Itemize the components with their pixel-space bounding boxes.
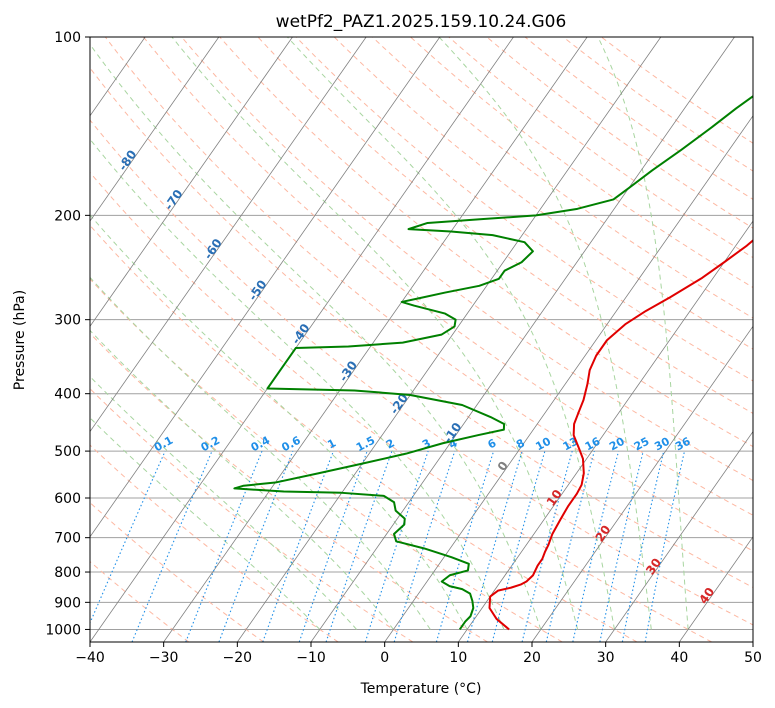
skewed-isotherm [458,220,753,642]
mixing-ratio-line [364,450,429,642]
mixing-ratio-line [545,450,595,642]
mixing-ratio-line [393,450,456,642]
y-tick-label: 700 [54,531,81,547]
mixing-ratio-line [599,450,644,642]
x-tick-label: 30 [597,650,615,666]
x-tick-label: 40 [670,650,688,666]
dry-adiabat [295,37,753,382]
mixing-ratio-line [466,450,523,642]
skewed-isotherm [310,37,735,642]
mixing-ratio-label: 25 [632,435,652,454]
x-tick-label: −10 [296,650,326,666]
pressure-gridlines [90,37,753,630]
skewed-isotherm [531,325,753,642]
skewed-isotherm [679,536,753,642]
mixing-ratio-line [90,450,166,625]
x-axis-ticks: −40 −30 −20 −10 0 10 20 30 40 50 [75,642,762,666]
moist-adiabat [597,37,689,630]
mixing-ratio-line [131,450,213,642]
plot-frame [89,36,754,643]
moist-adiabat [90,375,357,630]
y-tick-label: 500 [54,444,81,460]
mixing-ratio-line [491,450,546,642]
x-tick-label: −20 [223,650,253,666]
y-axis-ticks: 100 200 300 400 500 600 700 800 900 1000 [45,30,90,638]
x-tick-label: 0 [380,650,389,666]
skewed-isotherm [384,115,753,642]
dry-adiabat [90,67,753,588]
moist-adiabat [286,37,615,630]
mixing-ratio-label: 30 [652,435,672,454]
y-tick-label: 200 [54,208,81,224]
dry-adiabat [90,332,488,642]
y-tick-label: 300 [54,313,81,329]
dry-adiabat [90,278,563,642]
mixing-ratio-line [435,450,495,642]
x-tick-label: −40 [75,650,105,666]
dry-adiabat [257,37,753,414]
skewed-isotherm [90,37,367,433]
mixing-ratio-line [262,450,334,642]
y-axis-label: Pressure (hPa) [12,290,28,390]
mixing-ratio-label: 10 [533,435,553,454]
skewed-isotherm [90,37,293,327]
x-tick-label: 50 [744,650,762,666]
dewpoint-profile-line [233,94,753,631]
mixing-ratio-label: 16 [583,435,603,454]
skewed-isotherms [90,37,753,642]
moist-adiabat [171,37,579,630]
dry-adiabat [410,37,753,289]
chart-title: wetPf2_PAZ1.2025.159.10.24.G06 [276,12,567,32]
skewed-isotherm [163,37,588,642]
y-tick-label: 100 [54,30,81,46]
moist-adiabat [90,214,468,630]
mixing-ratio-label: 20 [607,435,627,454]
moist-adiabat [438,37,652,630]
mixing-ratio-line [521,450,573,642]
mixing-ratio-labels: 0.1 0.2 0.4 0.6 1 1.5 2 3 4 6 8 10 13 16 20 25 30 36 [152,434,693,455]
y-tick-label: 1000 [45,622,81,638]
temperature-profile-line [488,239,753,631]
moist-adiabats [90,37,689,630]
mixing-ratio-line [218,450,294,642]
dry-adiabat [90,119,753,626]
skewed-isotherm [237,37,662,642]
dry-adiabat [90,501,264,642]
moist-adiabat [90,329,394,630]
skewed-isotherm [605,430,753,642]
x-tick-label: 20 [523,650,541,666]
dry-adiabat [333,37,753,350]
mixing-ratio-label: 36 [673,435,693,454]
x-tick-label: −30 [149,650,179,666]
x-tick-label: 10 [449,650,467,666]
y-tick-label: 600 [54,491,81,507]
mixing-ratio-line [185,450,263,642]
moist-adiabat [90,138,505,630]
y-tick-label: 400 [54,387,81,403]
mixing-ratio-line [572,450,620,642]
dry-adiabat [219,37,753,448]
x-axis-label: Temperature (°C) [360,681,482,697]
y-tick-label: 800 [54,565,81,581]
dry-adiabats [90,37,753,642]
skewed-isotherm [90,37,514,642]
mixing-ratio-line [325,450,393,642]
skewed-isotherm [90,37,220,222]
dry-adiabat [448,37,753,259]
skewed-isotherm [90,37,441,538]
y-tick-label: 900 [54,595,81,611]
dry-adiabat [486,37,753,229]
dry-adiabat [601,37,753,144]
moist-adiabat [90,417,321,630]
